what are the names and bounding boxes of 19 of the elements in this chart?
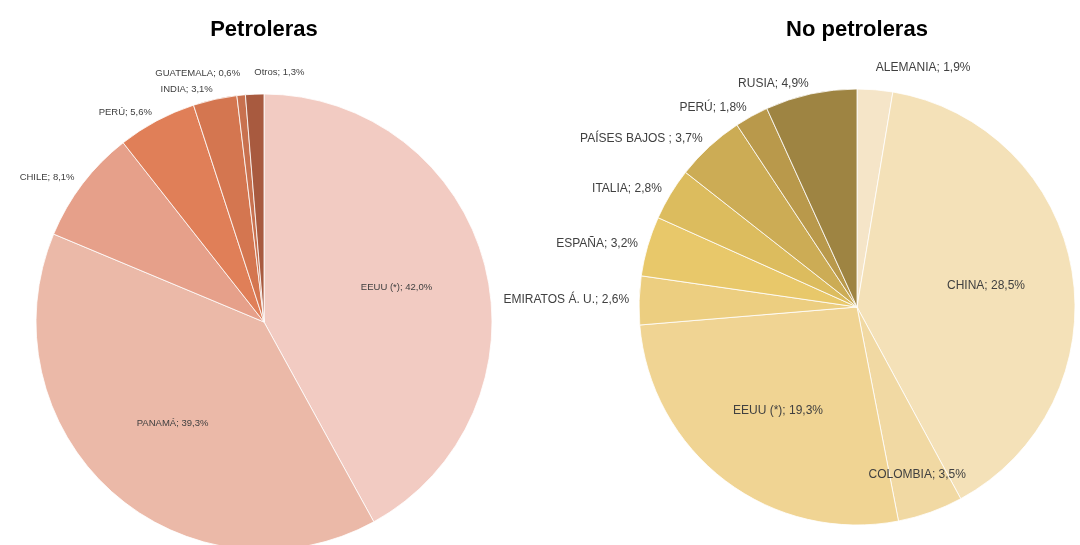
slice-label: RUSIA; 4,9% (738, 76, 810, 91)
slice-label: PAÍSES BAJOS ; 3,7% (580, 130, 703, 146)
slice-label: ITALIA; 2,8% (592, 181, 663, 196)
chart-title: Petroleras (210, 15, 318, 41)
slice-label: INDIA; 3,1% (160, 83, 214, 95)
chart-title: No petroleras (786, 15, 928, 41)
slice-label: Otros; 1,3% (254, 65, 305, 77)
slice-label: PERÚ; 1,8% (679, 98, 748, 114)
slice-label: ESPAÑA; 3,2% (556, 235, 639, 250)
slice-label: GUATEMALA; 0,6% (155, 66, 241, 78)
slice-label: CHINA; 28,5% (947, 277, 1026, 292)
slice-label: PANAMÁ; 39,3% (136, 417, 209, 429)
slice-label: CHILE; 8,1% (19, 171, 76, 183)
slice-label: EMIRATOS Á. U.; 2,6% (503, 291, 630, 307)
slice-label: EEUU (*); 19,3% (733, 403, 824, 418)
slice-label: PERÚ; 5,6% (98, 105, 153, 117)
slice-label: COLOMBIA; 3,5% (868, 467, 967, 482)
slice-label: EEUU (*); 42,0% (360, 281, 433, 293)
slice-label: ALEMANIA; 1,9% (875, 59, 971, 74)
